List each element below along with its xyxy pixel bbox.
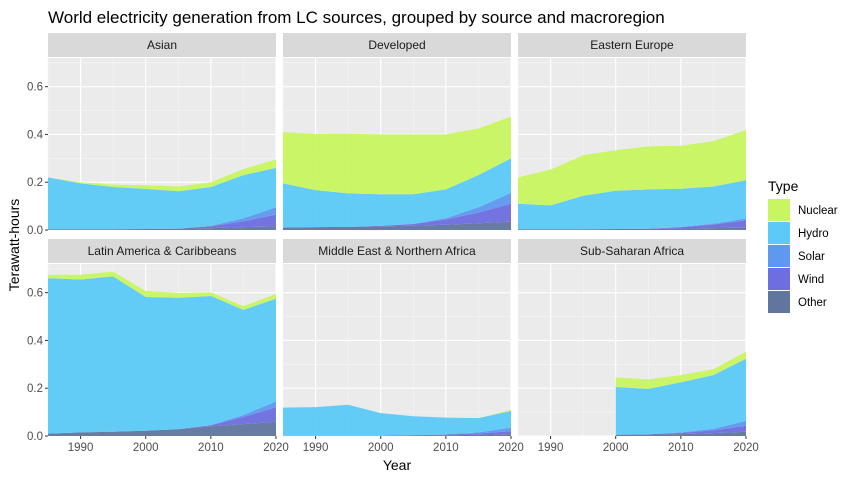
panel-strip bbox=[283, 33, 511, 57]
y-tick-label: 0.0 bbox=[27, 225, 43, 237]
panel-areas bbox=[48, 159, 276, 230]
y-axis-title: Terawatt-hours bbox=[6, 199, 22, 292]
area-hydro bbox=[283, 158, 511, 228]
legend-item-wind: Wind bbox=[768, 268, 824, 290]
area-nuclear bbox=[615, 351, 746, 389]
legend-swatch bbox=[768, 199, 790, 221]
area-nuclear bbox=[518, 130, 746, 206]
y-axes: 0.0 0.2 0.4 0.6 0.0 0.2 0.4 0.6 bbox=[27, 82, 48, 443]
area-other bbox=[615, 431, 746, 436]
legend: Type Nuclear Hydro Solar Wind Other bbox=[768, 178, 838, 313]
area-hydro bbox=[48, 167, 276, 230]
x-tick-label: 2000 bbox=[603, 442, 629, 454]
area-hydro bbox=[615, 358, 746, 435]
legend-item-solar: Solar bbox=[768, 245, 825, 267]
panel-areas bbox=[283, 116, 511, 230]
area-nuclear bbox=[283, 116, 511, 195]
legend-item-nuclear: Nuclear bbox=[768, 199, 838, 221]
area-wind bbox=[283, 431, 511, 436]
panel-strip bbox=[518, 239, 746, 263]
panel-eastern-europe: Eastern Europe bbox=[517, 33, 747, 231]
legend-swatch bbox=[768, 268, 790, 290]
x-tick-label: 2010 bbox=[198, 442, 224, 454]
area-hydro bbox=[518, 180, 746, 230]
area-other bbox=[48, 421, 276, 436]
area-wind bbox=[48, 407, 276, 434]
legend-swatch bbox=[768, 245, 790, 267]
area-wind bbox=[283, 203, 511, 228]
panel-strip-label: Sub-Saharan Africa bbox=[580, 244, 684, 258]
panel-areas bbox=[48, 271, 276, 436]
panel-strip-label: Middle East & Northern Africa bbox=[318, 244, 476, 258]
area-solar bbox=[615, 420, 746, 435]
area-other bbox=[283, 434, 511, 436]
area-wind bbox=[615, 425, 746, 435]
area-nuclear bbox=[48, 159, 276, 192]
y-tick-label: 0.2 bbox=[27, 177, 43, 189]
panel-areas bbox=[615, 351, 746, 436]
legend-label: Hydro bbox=[798, 228, 829, 240]
legend-swatch bbox=[768, 222, 790, 244]
x-tick-label: 2020 bbox=[263, 442, 289, 454]
panel-strip-label: Latin America & Caribbeans bbox=[88, 244, 237, 258]
panel-strip-label: Asian bbox=[147, 38, 177, 52]
x-tick-label: 1990 bbox=[303, 442, 329, 454]
legend-label: Wind bbox=[798, 274, 824, 286]
area-hydro bbox=[48, 276, 276, 434]
area-other bbox=[48, 226, 276, 230]
panel-strip-label: Eastern Europe bbox=[590, 38, 674, 52]
panel-sub-saharan-africa: Sub-Saharan Africa bbox=[517, 239, 747, 437]
y-tick-label: 0.4 bbox=[27, 129, 44, 141]
x-axis-title: Year bbox=[383, 457, 412, 473]
x-tick-label: 2010 bbox=[433, 442, 459, 454]
legend-item-other: Other bbox=[768, 291, 827, 313]
legend-swatch bbox=[768, 291, 790, 313]
facet-panels: Asian Developed Eastern Europe Latin Americ… bbox=[47, 33, 747, 437]
x-tick-label: 2000 bbox=[133, 442, 159, 454]
legend-label: Solar bbox=[798, 251, 825, 263]
y-tick-label: 0.6 bbox=[27, 82, 43, 94]
panel-strip bbox=[48, 33, 276, 57]
y-tick-label: 0.6 bbox=[27, 288, 43, 300]
x-axes: 1990 2000 2010 2020 1990 2000 2010 2020 1990 2000… bbox=[68, 436, 759, 454]
panel-areas bbox=[518, 130, 746, 230]
area-hydro bbox=[283, 404, 511, 436]
x-tick-label: 1990 bbox=[538, 442, 564, 454]
panel-latin-america-and-caribbeans: Latin America & Caribbeans bbox=[47, 239, 277, 437]
x-tick-label: 2010 bbox=[668, 442, 694, 454]
area-other bbox=[283, 221, 511, 230]
y-tick-label: 0.4 bbox=[27, 335, 44, 347]
chart-title: World electricity generation from LC sou… bbox=[48, 8, 665, 27]
panel-strip-label: Developed bbox=[368, 38, 425, 52]
panel-strip bbox=[48, 239, 276, 263]
panel-strip bbox=[518, 33, 746, 57]
y-tick-label: 0.0 bbox=[27, 431, 43, 443]
legend-title: Type bbox=[768, 178, 799, 194]
y-tick-label: 0.2 bbox=[27, 383, 43, 395]
x-tick-label: 2020 bbox=[498, 442, 524, 454]
legend-item-hydro: Hydro bbox=[768, 222, 829, 244]
area-nuclear bbox=[48, 271, 276, 310]
area-other bbox=[518, 227, 746, 230]
panel-areas bbox=[283, 404, 511, 436]
panel-asian: Asian bbox=[47, 33, 277, 231]
legend-items: Nuclear Hydro Solar Wind Other bbox=[768, 199, 838, 313]
area-wind bbox=[518, 220, 746, 230]
panel-strip bbox=[283, 239, 511, 263]
panel-middle-east-and-northern-africa: Middle East & Northern Africa bbox=[282, 239, 512, 437]
panel-developed: Developed bbox=[282, 33, 512, 231]
x-tick-label: 2020 bbox=[733, 442, 759, 454]
legend-label: Other bbox=[798, 297, 827, 309]
x-tick-label: 2000 bbox=[368, 442, 394, 454]
x-tick-label: 1990 bbox=[68, 442, 94, 454]
legend-label: Nuclear bbox=[798, 205, 838, 217]
area-wind bbox=[48, 214, 276, 230]
